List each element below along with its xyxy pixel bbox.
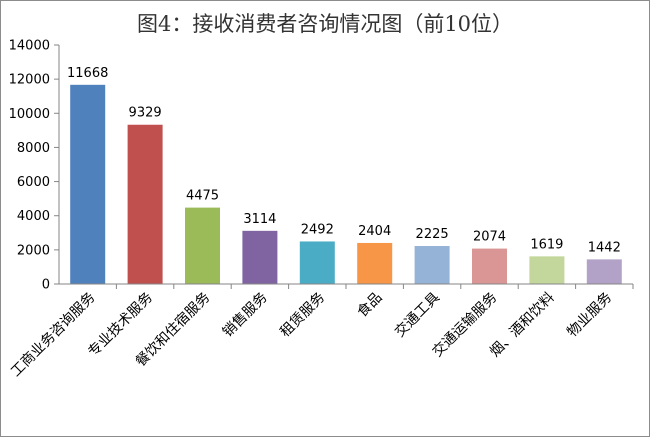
y-axis: 0 2000 4000 6000 8000 10000 12000 14000 [9,39,60,293]
y-tick-label: 8000 [17,141,50,156]
bar [70,84,106,284]
data-label: 2404 [358,224,391,239]
data-label: 11668 [67,66,108,81]
data-label: 9329 [129,106,162,121]
x-category-label: 交通工具 [391,289,443,341]
x-category-label: 租赁服务 [277,290,328,341]
bar [185,207,220,284]
y-tick-label: 4000 [17,209,50,224]
x-category-label: 食品 [354,289,386,321]
data-labels: 11668 9329 4475 3114 2492 2404 2225 2074 1619 144… [67,66,621,256]
bar [299,241,335,284]
bar [242,230,278,284]
data-label: 2225 [416,227,449,242]
bar [529,256,565,284]
y-tick-label: 14000 [9,39,50,54]
data-label: 2492 [301,222,334,237]
bars [70,84,622,284]
x-category-label: 销售服务 [220,290,271,341]
y-tick-label: 12000 [9,73,50,88]
y-tick-label: 0 [42,278,50,293]
y-tick-label: 6000 [17,175,50,190]
chart-title: 图4：接收消费者咨询情况图（前10位） [137,12,513,36]
x-category-label: 物业服务 [564,290,615,341]
bar [127,124,163,284]
data-label: 4475 [186,189,219,204]
data-label: 1619 [530,237,563,252]
data-label: 2074 [473,230,506,245]
data-label: 1442 [588,240,621,255]
bar [472,248,507,284]
bar [414,246,450,284]
bar [357,242,393,284]
x-category-label: 工商业务咨询服务 [8,290,99,381]
bar [586,259,622,284]
data-label: 3114 [243,212,276,227]
y-tick-label: 10000 [9,107,50,122]
y-tick-label: 2000 [17,243,50,258]
